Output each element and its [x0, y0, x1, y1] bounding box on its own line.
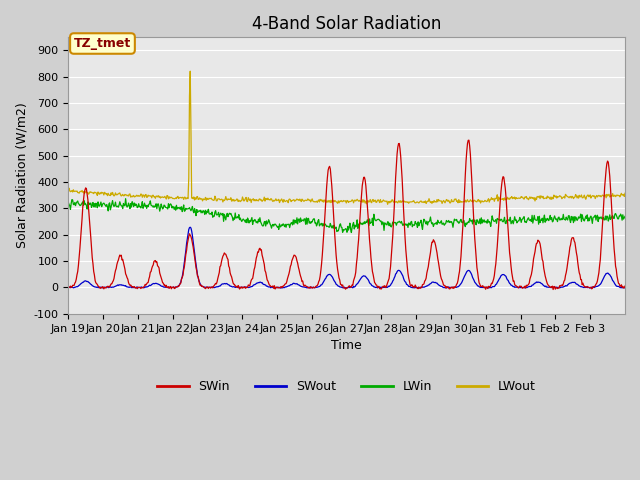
SWin	[435, 264, 443, 270]
SWin	[281, 282, 289, 288]
LWin	[282, 221, 289, 227]
LWin	[131, 200, 138, 206]
LWout	[233, 196, 241, 202]
LWin	[348, 229, 355, 235]
LWout	[436, 198, 444, 204]
SWout	[406, 284, 413, 289]
LWin	[436, 219, 444, 225]
SWin	[130, 284, 138, 290]
SWin	[260, 258, 268, 264]
LWout	[406, 199, 413, 205]
LWin	[406, 221, 413, 227]
Line: LWin: LWin	[68, 199, 625, 232]
SWout	[436, 283, 444, 289]
Line: SWin: SWin	[68, 140, 625, 289]
Line: SWout: SWout	[68, 227, 625, 288]
Legend: SWin, SWout, LWin, LWout: SWin, SWout, LWin, LWout	[152, 375, 541, 398]
LWout	[186, 68, 194, 74]
SWout	[130, 285, 138, 290]
SWin	[232, 283, 240, 289]
SWin	[621, 283, 629, 289]
SWout	[233, 284, 241, 290]
LWin	[65, 199, 72, 205]
SWout	[260, 282, 268, 288]
SWout	[621, 285, 629, 291]
LWout	[621, 191, 629, 196]
LWout	[130, 192, 138, 198]
LWout	[282, 199, 289, 204]
SWin	[465, 137, 473, 143]
SWout	[65, 285, 72, 290]
Title: 4-Band Solar Radiation: 4-Band Solar Radiation	[252, 15, 442, 33]
LWin	[260, 219, 268, 225]
LWin	[122, 196, 129, 202]
LWout	[384, 202, 392, 207]
LWin	[621, 214, 629, 219]
Y-axis label: Solar Radiation (W/m2): Solar Radiation (W/m2)	[15, 103, 28, 249]
X-axis label: Time: Time	[332, 339, 362, 352]
Text: TZ_tmet: TZ_tmet	[74, 37, 131, 50]
SWout	[306, 286, 314, 291]
SWin	[549, 287, 557, 292]
SWout	[282, 284, 289, 289]
LWout	[65, 186, 72, 192]
Line: LWout: LWout	[68, 71, 625, 204]
LWin	[233, 215, 241, 220]
SWin	[404, 271, 412, 276]
LWout	[260, 194, 268, 200]
SWout	[186, 224, 194, 230]
SWin	[65, 284, 72, 290]
